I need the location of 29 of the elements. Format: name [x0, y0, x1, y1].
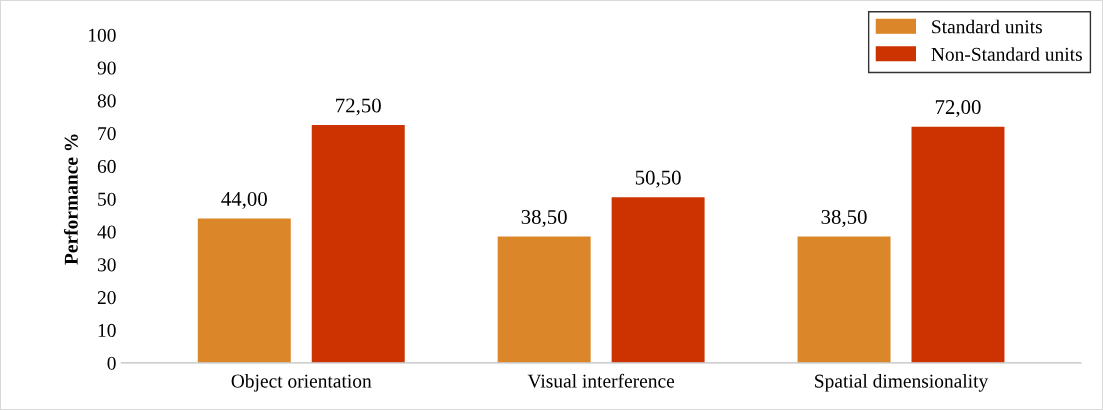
legend-label: Non-Standard units [931, 47, 1082, 61]
y-axis-title: Performance % [63, 134, 78, 265]
data-label: 72,50 [336, 98, 381, 116]
data-label: 72,00 [935, 100, 981, 118]
data-label: 38,50 [521, 209, 567, 227]
data-label: 44,00 [221, 191, 267, 209]
bar [197, 218, 291, 363]
bar [311, 125, 405, 363]
y-tick-label: 40 [97, 225, 116, 239]
x-tick-label: Visual interference [527, 373, 675, 388]
x-tick-label: Object orientation [231, 373, 372, 392]
y-tick-label: 90 [97, 61, 116, 75]
x-tick-label: Spatial dimensionality [815, 373, 989, 392]
bar [797, 236, 891, 363]
data-label: 38,50 [821, 209, 867, 227]
y-tick-label: 0 [107, 356, 116, 370]
y-tick-label: 70 [98, 127, 116, 141]
y-tick-label: 30 [97, 258, 116, 272]
y-tick-label: 100 [89, 28, 116, 42]
y-tick-label: 10 [98, 323, 116, 337]
bar [497, 236, 591, 363]
legend-label: Standard units [932, 19, 1042, 34]
bar [911, 126, 1005, 363]
y-tick-label: 20 [97, 291, 116, 305]
bar [611, 197, 705, 363]
y-tick-label: 80 [97, 94, 116, 108]
data-label: 50,50 [635, 170, 681, 188]
y-tick-label: 60 [97, 159, 116, 173]
y-tick-label: 50 [98, 192, 116, 206]
